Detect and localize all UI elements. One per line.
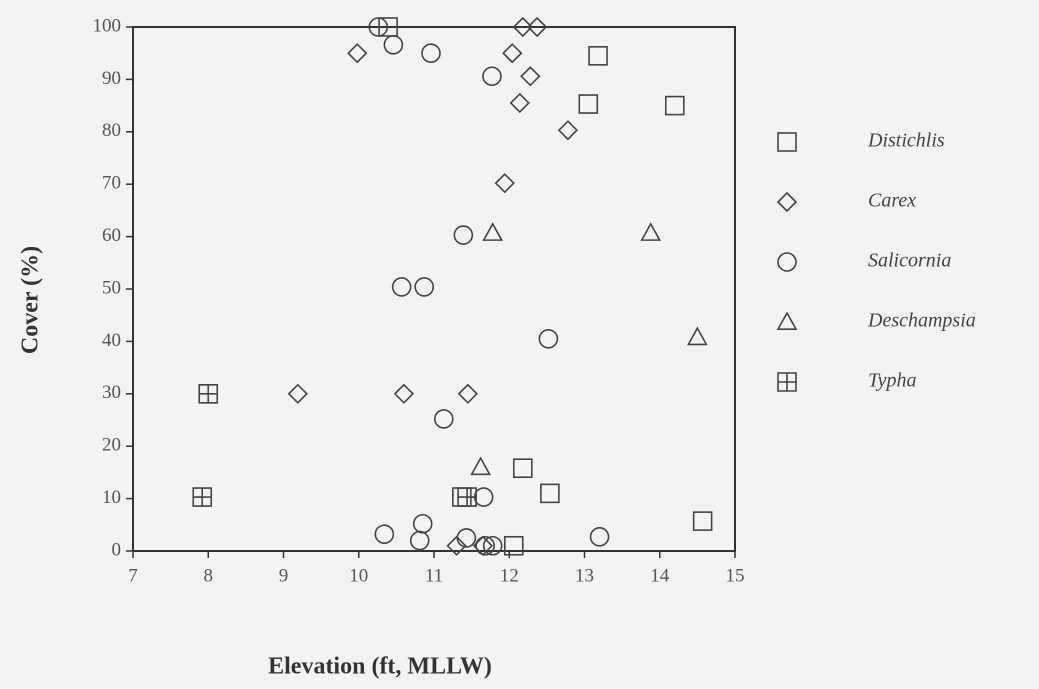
point: [538, 328, 559, 349]
point: [578, 94, 599, 114]
x-tick-label: 12: [500, 565, 519, 586]
point: [446, 535, 467, 556]
legend-label: Distichlis: [867, 130, 945, 152]
point: [470, 456, 492, 476]
y-tick-label: 70: [102, 173, 121, 194]
x-axis-label: Elevation (ft, MLLW): [268, 654, 492, 680]
y-tick-label: 60: [102, 225, 121, 246]
point: [664, 95, 685, 116]
legend-marker: [776, 311, 798, 331]
point: [453, 225, 474, 245]
y-tick-label: 100: [93, 15, 122, 36]
point: [287, 383, 308, 404]
point: [482, 535, 503, 556]
legend-marker: [777, 372, 797, 392]
point: [456, 528, 477, 548]
x-tick-label: 11: [425, 565, 443, 586]
point: [512, 458, 533, 479]
point: [347, 43, 368, 64]
point: [378, 17, 398, 37]
x-tick-label: 10: [349, 565, 368, 586]
point: [457, 487, 477, 507]
y-tick-label: 80: [102, 120, 121, 141]
y-tick-label: 30: [102, 382, 121, 403]
point: [482, 222, 504, 241]
legend-label: Carex: [868, 190, 916, 212]
y-tick-label: 10: [102, 487, 121, 508]
point: [473, 487, 494, 507]
point: [391, 277, 412, 297]
point: [502, 43, 523, 64]
y-axis-label: Cover (%): [18, 246, 44, 354]
point: [475, 535, 495, 556]
x-tick-label: 8: [204, 565, 214, 586]
point: [421, 43, 441, 64]
x-tick-label: 9: [279, 565, 289, 586]
point: [520, 66, 541, 87]
point: [368, 17, 389, 37]
legend-label: Typha: [868, 370, 917, 392]
x-tick-label: 14: [650, 565, 670, 586]
legend-marker: [777, 132, 797, 152]
x-tick-label: 13: [575, 565, 594, 586]
y-tick-label: 0: [112, 539, 122, 560]
point: [692, 511, 713, 531]
point: [409, 530, 430, 551]
plot-frame: [132, 26, 736, 552]
y-tick-label: 20: [102, 435, 121, 456]
point: [687, 326, 708, 346]
y-tick-label: 40: [102, 330, 121, 351]
point: [412, 513, 433, 534]
point: [526, 16, 548, 38]
point: [509, 92, 530, 114]
point: [503, 535, 524, 556]
point: [414, 277, 435, 297]
point: [457, 383, 478, 404]
point: [512, 16, 533, 38]
point: [383, 35, 404, 55]
point: [640, 222, 662, 241]
point: [540, 483, 560, 504]
point: [198, 384, 219, 404]
x-tick-label: 7: [128, 565, 138, 586]
x-tick-label: 15: [726, 565, 745, 586]
point: [374, 524, 395, 545]
legend-label: Salicornia: [868, 250, 951, 272]
point: [393, 383, 415, 404]
point: [433, 409, 454, 429]
point: [482, 66, 502, 87]
point: [588, 46, 608, 66]
point: [192, 487, 213, 507]
legend-label: Deschampsia: [867, 310, 976, 332]
point: [589, 527, 610, 547]
y-tick-label: 50: [102, 277, 121, 298]
point: [557, 120, 579, 141]
legend-marker: [776, 191, 798, 213]
legend-marker: [777, 252, 797, 272]
y-tick-label: 90: [102, 68, 121, 89]
point: [494, 173, 515, 194]
